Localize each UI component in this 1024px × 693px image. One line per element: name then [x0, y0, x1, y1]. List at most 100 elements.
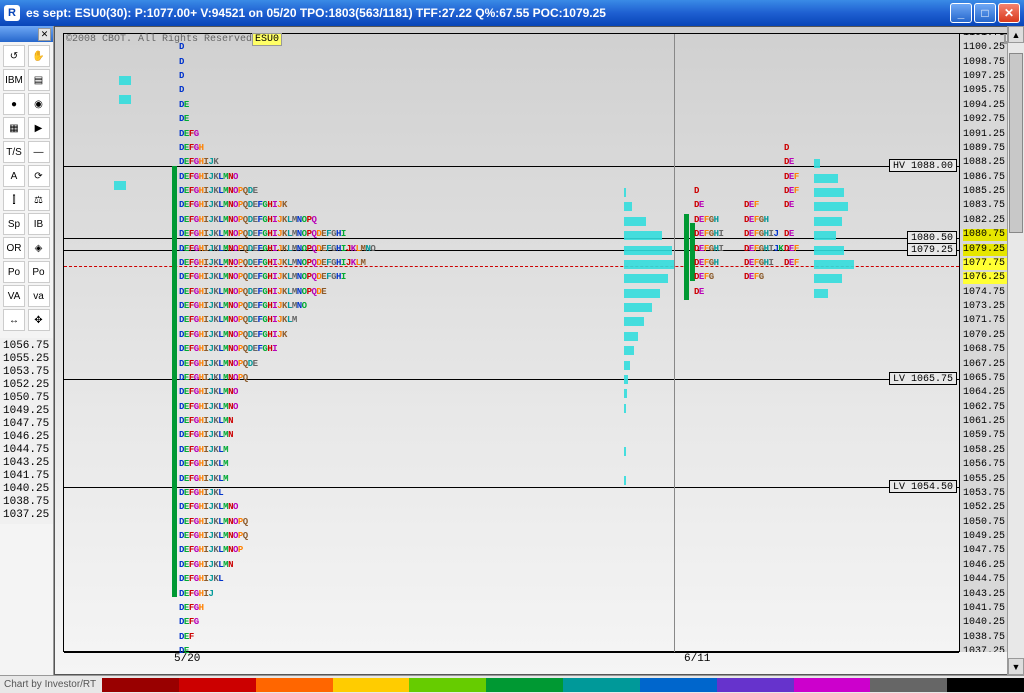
pie-icon[interactable]: ● [3, 93, 25, 115]
grid-icon[interactable]: ▦ [3, 117, 25, 139]
vavo-icon[interactable]: va [28, 285, 50, 307]
copyright-label: ©2008 CBOT. All Rights ReservedESU0 [64, 34, 284, 45]
open-range-bar [172, 166, 177, 597]
volume-bar [814, 260, 854, 269]
price-tick: 1055.25 [3, 353, 50, 366]
volume-bar [624, 317, 644, 326]
yaxis-tick: 1076.25 [963, 272, 1013, 284]
tpo-row: DEFGHIJKLMNOPQDEFGHIJKLMNO [179, 302, 307, 311]
volume-bar [814, 159, 820, 168]
volume-bar [624, 202, 632, 211]
price-tick: 1043.25 [3, 457, 50, 470]
tpo-row: DEFGHIJKLMNO [179, 503, 238, 512]
window-title: es sept: ESU0(30): P:1077.00+ V:94521 on… [26, 6, 950, 20]
toolbar-tools: ↺✋IBM▤●◉▦▶T/S—A⟳⫿⚖SpIBOR◈PoPoVAva↔✥ [0, 42, 53, 334]
balance-icon[interactable]: ⚖ [28, 189, 50, 211]
yaxis-tick: 1074.75 [963, 287, 1013, 299]
doc-icon[interactable]: ▤ [28, 69, 50, 91]
tpo-row: DEFGHIJK [744, 245, 783, 254]
price-tick: 1047.75 [3, 418, 50, 431]
yaxis-tick: 1085.25 [963, 186, 1013, 198]
yaxis-tick: 1059.75 [963, 430, 1013, 442]
tpo-row: DEFGHIJKLMNOPQDEFGHIJKLMNOPQDEFGHI [179, 230, 346, 239]
volume-bar [814, 202, 848, 211]
play-icon[interactable]: ▶ [28, 117, 50, 139]
line-icon[interactable]: — [28, 141, 50, 163]
tpo-row: DE [784, 201, 794, 210]
toolbar-header: ✕ [0, 26, 53, 42]
tpo-row: DEFGHIJKLMNOPQDEFGHIJKLMNOPQ [179, 216, 316, 225]
va-icon[interactable]: VA [3, 285, 25, 307]
stripe-segment [486, 678, 563, 692]
scroll-down-icon[interactable]: ▼ [1008, 658, 1024, 675]
pocv-icon[interactable]: Po [28, 261, 50, 283]
tpo-row: DE [784, 158, 794, 167]
yaxis-tick: 1068.75 [963, 344, 1013, 356]
yaxis-tick: 1083.75 [963, 200, 1013, 212]
poc-icon[interactable]: Po [3, 261, 25, 283]
tpo-row: DEFGHIJKLMN [179, 417, 233, 426]
tpo-row: DE [179, 115, 189, 124]
yaxis-tick: 1067.25 [963, 359, 1013, 371]
price-tick: 1056.75 [3, 340, 50, 353]
globe-icon[interactable]: ◉ [28, 93, 50, 115]
ruler-icon[interactable]: ↔ [3, 309, 25, 331]
maximize-button[interactable]: □ [974, 3, 996, 23]
volume-bar [624, 332, 638, 341]
volume-bar [624, 389, 627, 398]
tpo-row: DEFGHIJKLMNOPQ [179, 374, 248, 383]
bars-icon[interactable]: ↺ [3, 45, 25, 67]
tpo-row: DEFGHIJKLMNOP [179, 546, 243, 555]
refresh-icon[interactable]: ⟳ [28, 165, 50, 187]
tpo-row: DEFGH [744, 216, 769, 225]
yaxis-tick: 1049.25 [963, 531, 1013, 543]
tpo-row: DEFGHIJK [179, 158, 218, 167]
tpo-row: DEFG [179, 130, 199, 139]
reference-label: HV 1088.00 [889, 159, 957, 172]
x-axis: 5/206/11 [64, 652, 959, 666]
stripe-segment [640, 678, 717, 692]
price-tick: 1037.25 [3, 509, 50, 522]
volume-bar [624, 361, 630, 370]
move-icon[interactable]: ✥ [28, 309, 50, 331]
scroll-thumb[interactable] [1009, 53, 1023, 233]
volume-bar [814, 217, 842, 226]
tag-icon[interactable]: ◈ [28, 237, 50, 259]
hand-icon[interactable]: ✋ [28, 45, 50, 67]
price-tick: 1041.75 [3, 470, 50, 483]
minimize-button[interactable]: _ [950, 3, 972, 23]
yaxis-tick: 1056.75 [963, 459, 1013, 471]
ts-icon[interactable]: T/S [3, 141, 25, 163]
ibm-icon[interactable]: IBM [3, 69, 25, 91]
tpo-row: DEFGHIJKL [179, 575, 223, 584]
ib-icon[interactable]: IB [28, 213, 50, 235]
tpo-row: DEFGH [179, 604, 204, 613]
left-price-list: 1056.751055.251053.751052.251050.751049.… [0, 338, 53, 524]
toolbar-close-icon[interactable]: ✕ [38, 28, 51, 41]
chart-icon[interactable]: ⫿ [3, 189, 25, 211]
tpo-row: DEFG [744, 273, 764, 282]
tpo-row: DEFGHIJKLMNOPQDEFGHIJKLMNOPQDEFGHI [179, 273, 346, 282]
yaxis-tick: 1077.75 [963, 258, 1013, 270]
volume-bar [119, 95, 131, 104]
yaxis-tick: 1046.25 [963, 560, 1013, 572]
yaxis-tick: 1086.75 [963, 172, 1013, 184]
tpo-row: DEFGHIJKLMNOPQDEFGHIJKLMNOPQDE [179, 288, 326, 297]
yaxis-tick: 1091.25 [963, 129, 1013, 141]
tpo-row: DEFGHIJKLMNOPQDEFGHIJKLMNOPQDEFGHIJKLM [179, 259, 365, 268]
yaxis-tick: 1065.75 [963, 373, 1013, 385]
vertical-scrollbar[interactable]: ▲ ▼ [1007, 26, 1024, 675]
yaxis-tick: 1050.75 [963, 517, 1013, 529]
reference-label: LV 1054.50 [889, 480, 957, 493]
tpo-row: DEFGHIJ [744, 230, 778, 239]
scroll-up-icon[interactable]: ▲ [1008, 26, 1024, 43]
sp-icon[interactable]: Sp [3, 213, 25, 235]
stripe-segment [179, 678, 256, 692]
volume-bar [624, 246, 672, 255]
price-tick: 1038.75 [3, 496, 50, 509]
yaxis-tick: 1094.25 [963, 100, 1013, 112]
volume-bar [624, 375, 628, 384]
close-button[interactable]: ✕ [998, 3, 1020, 23]
a-icon[interactable]: A [3, 165, 25, 187]
or-icon[interactable]: OR [3, 237, 25, 259]
